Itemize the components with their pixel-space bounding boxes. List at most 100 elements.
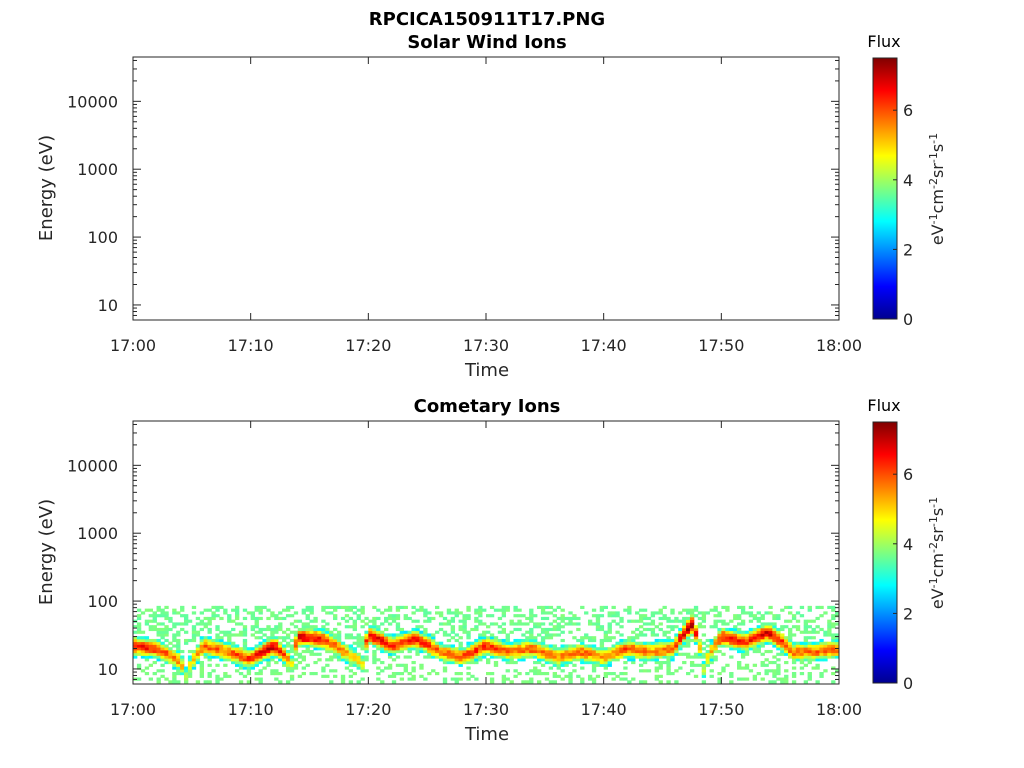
spectrogram-cell <box>325 674 330 678</box>
spectrogram-cell <box>513 652 518 656</box>
spectrogram-cell <box>772 669 777 673</box>
spectrogram-cell <box>603 630 608 634</box>
spectrogram-cell <box>619 625 624 629</box>
spectrogram-cell <box>638 647 644 651</box>
spectrogram-cell <box>701 669 707 673</box>
spectrogram-cell <box>725 627 730 632</box>
spectrogram-cell <box>587 677 593 681</box>
spectrogram-cell <box>435 641 440 645</box>
spectrogram-cell <box>701 672 707 676</box>
spectrogram-cell <box>658 608 663 612</box>
cometary-colorbar <box>872 421 898 684</box>
spectrogram-cell <box>199 663 204 667</box>
spectrogram-cell <box>152 672 157 676</box>
spectrogram-cell <box>368 627 373 632</box>
spectrogram-cell <box>709 638 714 643</box>
spectrogram-cell <box>678 619 683 623</box>
spectrogram-cell <box>627 652 632 656</box>
spectrogram-cell <box>160 630 165 634</box>
spectrogram-cell <box>784 647 789 651</box>
spectrogram-cell <box>199 669 204 673</box>
spectrogram-cell <box>807 636 812 640</box>
spectrogram-cell <box>458 619 463 623</box>
spectrogram-cell <box>372 636 377 640</box>
spectrogram-cell <box>458 658 463 662</box>
spectrogram-cell <box>744 630 750 634</box>
spectrogram-cell <box>584 658 589 662</box>
spectrogram-cell <box>658 641 663 645</box>
spectrogram-cell <box>591 666 597 670</box>
spectrogram-cell <box>717 627 722 632</box>
spectrogram-cell <box>450 636 456 640</box>
spectrogram-cell <box>266 647 271 651</box>
spectrogram-cell <box>219 630 224 634</box>
spectrogram-cell <box>803 663 809 667</box>
spectrogram-cell <box>548 649 554 654</box>
spectrogram-cell <box>772 674 777 678</box>
spectrogram-cell <box>686 636 691 640</box>
spectrogram-cell <box>172 649 177 654</box>
spectrogram-cell <box>317 638 322 643</box>
spectrogram-cell <box>466 630 471 634</box>
spectrogram-cell <box>748 605 754 610</box>
spectrogram-cell <box>705 663 710 667</box>
spectrogram-cell <box>305 627 310 632</box>
spectrogram-cell <box>258 669 263 673</box>
spectrogram-cell <box>176 669 181 673</box>
spectrogram-cell <box>231 649 236 654</box>
spectrogram-cell <box>819 605 824 610</box>
spectrogram-cell <box>340 658 346 662</box>
spectrogram-cell <box>470 627 475 632</box>
spectrogram-cell <box>211 644 216 648</box>
spectrogram-cell <box>160 649 165 654</box>
spectrogram-cell <box>493 660 499 665</box>
spectrogram-cell <box>693 633 699 637</box>
spectrogram-cell <box>505 633 510 637</box>
spectrogram-cell <box>721 622 726 626</box>
spectrogram-cell <box>509 622 514 626</box>
spectrogram-cell <box>227 647 232 651</box>
spectrogram-cell <box>144 619 150 623</box>
spectrogram-cell <box>258 644 263 648</box>
spectrogram-cell <box>454 658 459 662</box>
spectrogram-cell <box>540 641 546 645</box>
spectrogram-cell <box>266 663 271 667</box>
spectrogram-cell <box>686 625 691 629</box>
spectrogram-cell <box>466 660 471 665</box>
spectrogram-cell <box>525 647 530 651</box>
spectrogram-cell <box>654 647 659 651</box>
spectrogram-cell <box>250 663 255 667</box>
spectrogram-cell <box>548 680 554 684</box>
spectrogram-cell <box>799 658 805 662</box>
spectrogram-cell <box>486 644 491 648</box>
spectrogram-cell <box>627 644 632 648</box>
spectrogram-cell <box>642 644 648 648</box>
spectrogram-cell <box>387 644 393 648</box>
spectrogram-cell <box>258 636 263 640</box>
spectrogram-cell <box>231 647 236 651</box>
spectrogram-cell <box>482 655 487 659</box>
spectrogram-cell <box>572 649 577 654</box>
x-tick-label: 17:00 <box>110 336 156 355</box>
spectrogram-cell <box>419 636 424 640</box>
spectrogram-cell <box>289 669 295 673</box>
spectrogram-cell <box>744 649 750 654</box>
spectrogram-cell <box>740 638 746 643</box>
spectrogram-cell <box>486 636 491 640</box>
spectrogram-cell <box>172 672 177 676</box>
spectrogram-cell <box>133 655 138 659</box>
spectrogram-cell <box>446 611 452 615</box>
spectrogram-cell <box>207 636 212 640</box>
spectrogram-cell <box>831 655 836 659</box>
spectrogram-cell <box>666 619 671 623</box>
spectrogram-cell <box>572 636 577 640</box>
spectrogram-cell <box>788 619 793 623</box>
spectrogram-cell <box>446 608 452 612</box>
spectrogram-cell <box>497 630 503 634</box>
spectrogram-cell <box>631 641 636 645</box>
spectrogram-cell <box>807 658 812 662</box>
spectrogram-cell <box>529 611 534 615</box>
spectrogram-cell <box>533 622 538 626</box>
spectrogram-cell <box>505 647 510 651</box>
spectrogram-cell <box>250 627 255 632</box>
